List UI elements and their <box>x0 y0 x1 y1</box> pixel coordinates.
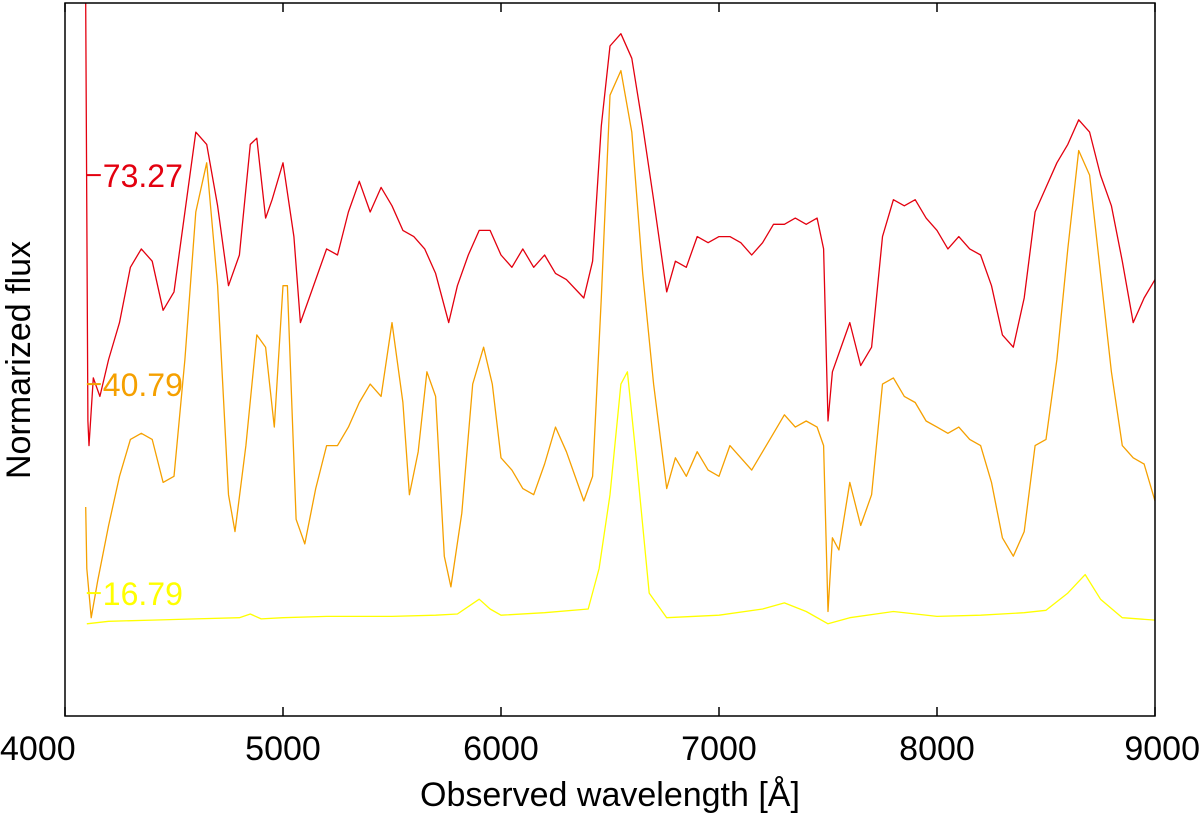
x-tick-label-9000: 9000 <box>1124 730 1200 768</box>
series-label-3: 16.79 <box>103 576 183 612</box>
x-tick-label-7000: 7000 <box>681 730 757 768</box>
x-tick-label-5000: 5000 <box>245 730 321 768</box>
x-tick-layer: 4000 5000 6000 7000 8000 9000 <box>0 3 1200 768</box>
plot-frame <box>64 2 1156 717</box>
series-layer <box>85 2 1156 625</box>
spectrum-line-1 <box>85 2 1156 447</box>
series-label-2: 40.79 <box>103 367 183 403</box>
y-axis-label: Normarized flux <box>0 241 38 479</box>
x-axis-label: Observed wavelength [Å] <box>420 776 800 814</box>
series-label-layer: 73.27 40.79 16.79 <box>86 158 183 612</box>
x-tick-label-4000: 4000 <box>0 730 76 768</box>
spectrum-line-3 <box>86 371 1156 625</box>
spectrum-line-2 <box>85 69 1156 619</box>
x-tick-label-8000: 8000 <box>899 730 975 768</box>
series-label-1: 73.27 <box>103 158 183 194</box>
x-tick-label-6000: 6000 <box>463 730 539 768</box>
